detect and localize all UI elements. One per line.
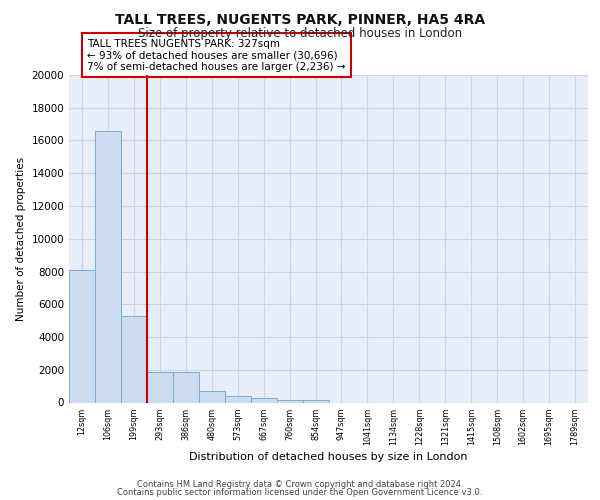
Y-axis label: Number of detached properties: Number of detached properties <box>16 156 26 321</box>
Text: Contains public sector information licensed under the Open Government Licence v3: Contains public sector information licen… <box>118 488 482 497</box>
Bar <box>147 372 173 402</box>
Bar <box>277 400 302 402</box>
Text: TALL TREES NUGENTS PARK: 327sqm
← 93% of detached houses are smaller (30,696)
7%: TALL TREES NUGENTS PARK: 327sqm ← 93% of… <box>87 38 346 72</box>
Bar <box>95 130 121 402</box>
Bar <box>121 316 147 402</box>
Bar <box>251 398 277 402</box>
Bar <box>173 372 199 402</box>
Text: Contains HM Land Registry data © Crown copyright and database right 2024.: Contains HM Land Registry data © Crown c… <box>137 480 463 489</box>
Bar <box>69 270 95 402</box>
Text: Size of property relative to detached houses in London: Size of property relative to detached ho… <box>138 28 462 40</box>
Bar <box>302 400 329 402</box>
Bar <box>199 390 224 402</box>
Text: TALL TREES, NUGENTS PARK, PINNER, HA5 4RA: TALL TREES, NUGENTS PARK, PINNER, HA5 4R… <box>115 12 485 26</box>
Bar <box>225 396 251 402</box>
X-axis label: Distribution of detached houses by size in London: Distribution of detached houses by size … <box>189 452 468 462</box>
